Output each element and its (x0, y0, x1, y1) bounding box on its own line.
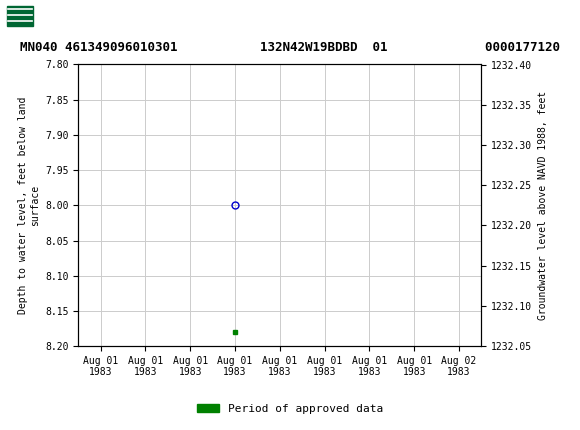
Text: MN040 461349096010301           132N42W19BDBD  01             0000177120: MN040 461349096010301 132N42W19BDBD 01 0… (20, 41, 560, 54)
Bar (5, 5, 37, 28)
Text: USGS: USGS (44, 7, 99, 25)
Y-axis label: Depth to water level, feet below land
surface: Depth to water level, feet below land su… (18, 97, 39, 314)
Y-axis label: Groundwater level above NAVD 1988, feet: Groundwater level above NAVD 1988, feet (538, 91, 548, 320)
Bar (7, 6, 33, 26)
Legend: Period of approved data: Period of approved data (193, 399, 387, 418)
